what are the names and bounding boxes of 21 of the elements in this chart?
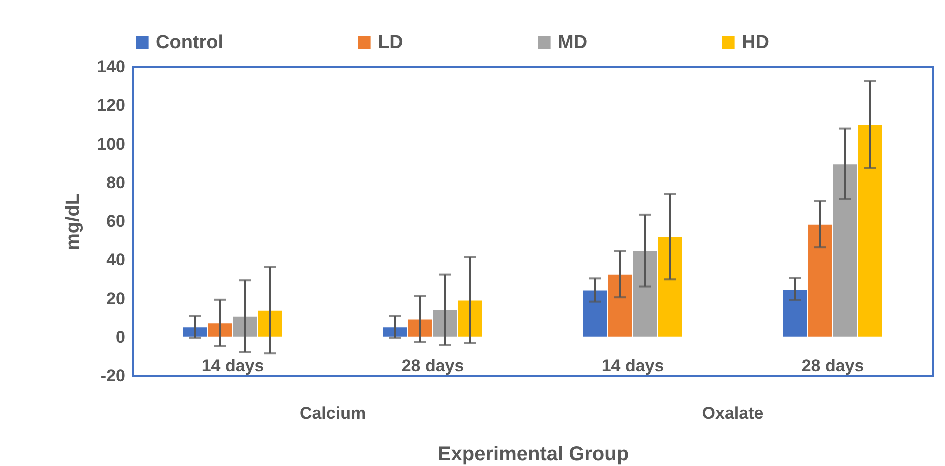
legend-label: HD xyxy=(742,32,770,54)
legend-label: LD xyxy=(378,32,404,54)
y-tick-label: 40 xyxy=(106,250,126,270)
y-tick-label: 60 xyxy=(106,212,126,231)
x-tick-label: 14 days xyxy=(202,356,264,376)
legend-label: MD xyxy=(558,32,588,54)
x-axis-title: Experimental Group xyxy=(438,444,630,466)
text: Calcium xyxy=(300,404,366,423)
y-tick-label: 140 xyxy=(97,58,126,76)
y-tick-label: 120 xyxy=(97,96,126,116)
y-tick-label: 0 xyxy=(116,328,126,347)
y-tick-label: 20 xyxy=(106,289,126,308)
x-tick-label: 28 days xyxy=(802,356,864,376)
y-axis-title: mg/dL xyxy=(63,193,84,250)
x-tick-label: 14 days xyxy=(602,356,664,376)
y-tick-label: 100 xyxy=(97,134,126,154)
y-tick-label: -20 xyxy=(100,366,126,386)
legend-label: Control xyxy=(156,32,224,54)
y-tick-label: 80 xyxy=(106,173,126,192)
text: Oxalate xyxy=(702,404,764,423)
x-tick-label: 28 days xyxy=(402,356,464,376)
